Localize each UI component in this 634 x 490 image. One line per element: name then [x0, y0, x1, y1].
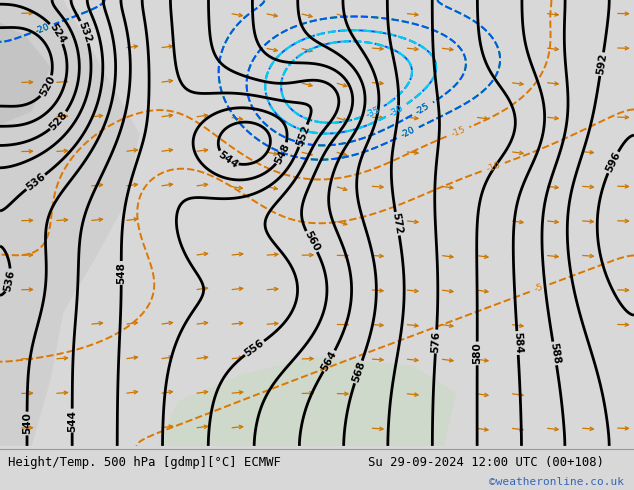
Text: 544: 544 — [67, 410, 77, 432]
Text: 528: 528 — [48, 109, 70, 132]
Text: Su 29-09-2024 12:00 UTC (00+108): Su 29-09-2024 12:00 UTC (00+108) — [368, 456, 604, 469]
Text: -20: -20 — [34, 22, 51, 35]
Text: 532: 532 — [76, 20, 93, 44]
Text: -30: -30 — [388, 103, 405, 119]
Text: 536: 536 — [3, 269, 16, 292]
Text: -35: -35 — [365, 105, 382, 119]
Text: 552: 552 — [295, 124, 311, 147]
Text: 564: 564 — [320, 349, 339, 373]
Text: -20: -20 — [34, 22, 51, 35]
Text: 596: 596 — [604, 150, 622, 174]
Text: 536: 536 — [24, 172, 48, 193]
Polygon shape — [158, 357, 456, 446]
Text: 588: 588 — [548, 342, 561, 365]
Text: 520: 520 — [38, 74, 57, 98]
Text: 540: 540 — [22, 413, 32, 435]
Text: 572: 572 — [391, 212, 404, 235]
Text: -20: -20 — [399, 125, 417, 140]
Text: -20: -20 — [399, 125, 417, 140]
Text: Height/Temp. 500 hPa [gdmp][°C] ECMWF: Height/Temp. 500 hPa [gdmp][°C] ECMWF — [8, 456, 280, 469]
Text: ©weatheronline.co.uk: ©weatheronline.co.uk — [489, 477, 624, 487]
Text: -30: -30 — [388, 103, 405, 119]
Polygon shape — [0, 0, 139, 446]
Text: -15: -15 — [450, 125, 467, 139]
Text: -10: -10 — [485, 160, 501, 174]
Text: 584: 584 — [512, 332, 523, 354]
Text: 568: 568 — [350, 360, 366, 384]
Text: 592: 592 — [595, 52, 608, 75]
Text: 580: 580 — [472, 343, 482, 365]
Text: 524: 524 — [47, 22, 67, 45]
Text: -5: -5 — [533, 283, 545, 294]
Text: -25: -25 — [414, 101, 431, 117]
Text: 556: 556 — [243, 338, 266, 359]
Text: 560: 560 — [302, 230, 321, 253]
Text: 548: 548 — [273, 142, 292, 166]
Polygon shape — [0, 22, 51, 125]
Text: 544: 544 — [216, 149, 240, 170]
Text: 576: 576 — [430, 330, 442, 353]
Text: -35: -35 — [365, 105, 382, 119]
Text: -25: -25 — [414, 101, 431, 117]
Text: 548: 548 — [116, 262, 126, 284]
